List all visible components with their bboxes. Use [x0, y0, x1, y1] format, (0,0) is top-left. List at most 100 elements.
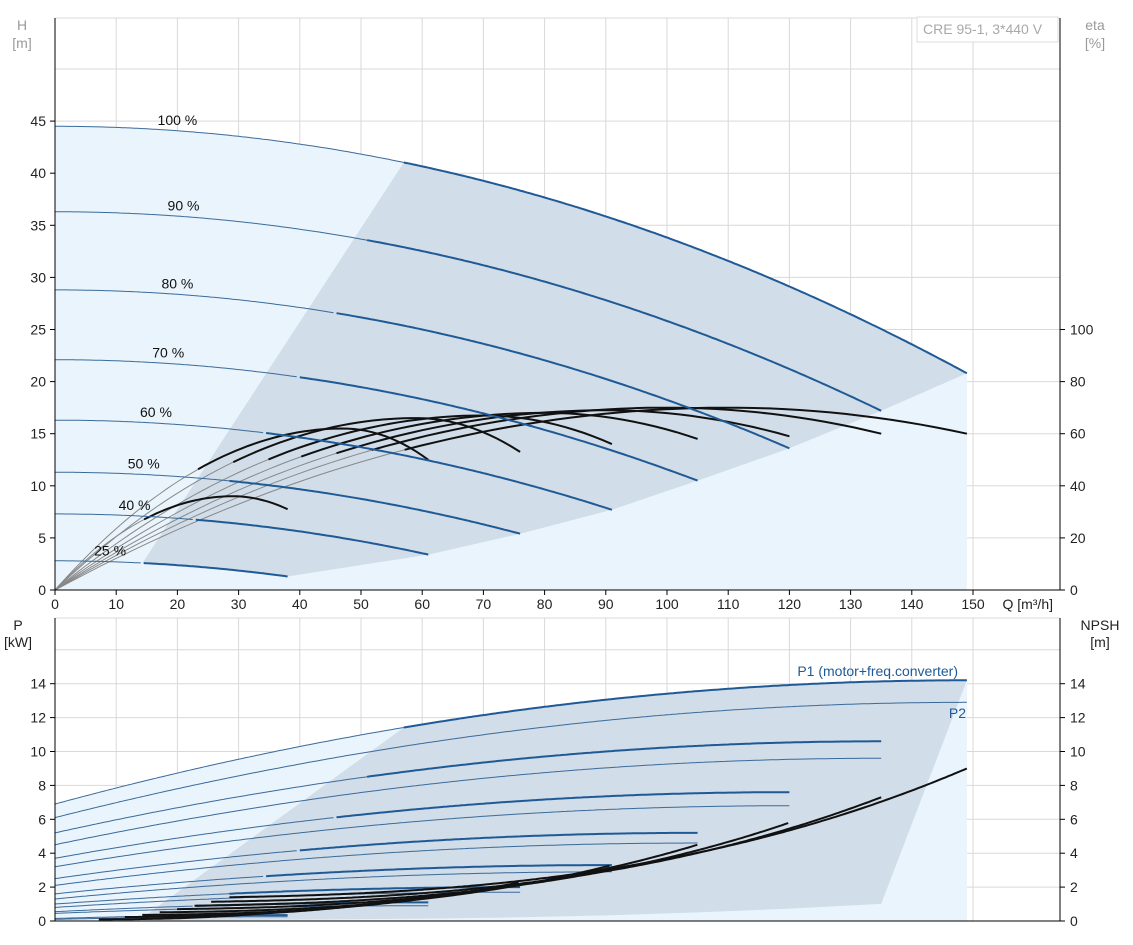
- eta-tick-label: 60: [1070, 426, 1086, 442]
- x-tick-label: 30: [231, 596, 247, 612]
- x-tick-label: 10: [108, 596, 124, 612]
- power-axis-unit: [kW]: [4, 634, 32, 650]
- labels: 100 %90 %80 %70 %60 %50 %40 %25 %0 10 20 30…: [30, 112, 1093, 929]
- h-tick-label: 15: [30, 426, 46, 442]
- legend-p2: P2: [949, 705, 966, 721]
- eta-axis-unit: [%]: [1085, 35, 1105, 51]
- p-tick-label: 10: [30, 744, 46, 760]
- h-tick-label: 10: [30, 478, 46, 494]
- axes: [50, 18, 1065, 922]
- x-tick-label: 110: [717, 596, 740, 612]
- npsh-tick-label: 4: [1070, 845, 1078, 861]
- speed-label: 60 %: [140, 404, 172, 420]
- head-curve-thin: [55, 211, 368, 241]
- p2-curve: [54, 805, 790, 868]
- npsh-tick-label: 10: [1070, 744, 1086, 760]
- p2-curve: [54, 701, 967, 819]
- head-curve-thin: [55, 513, 193, 520]
- eta-curve: [336, 409, 790, 455]
- eta-tick-label: 20: [1070, 530, 1086, 546]
- x-tick-label: 70: [476, 596, 492, 612]
- speed-label: 80 %: [161, 275, 193, 291]
- head-axis-unit: [m]: [12, 35, 31, 51]
- eta-curve: [268, 414, 613, 461]
- pump-label: CRE 95-1, 3*440 V: [923, 21, 1043, 37]
- power-operating-area: [142, 680, 967, 921]
- head-curve: [229, 479, 521, 535]
- npsh-axis-unit: [m]: [1090, 634, 1109, 650]
- npsh-tick-label: 8: [1070, 777, 1078, 793]
- eta-curve: [371, 406, 882, 452]
- head-curve: [265, 432, 613, 511]
- eta-axis-label: eta: [1085, 17, 1105, 33]
- npsh-axis-label: NPSH: [1081, 617, 1120, 633]
- npsh-tick-label: 12: [1070, 710, 1086, 726]
- p1-curve-thin: [54, 727, 404, 805]
- h-tick-label: 30: [30, 269, 46, 285]
- head-curve-thin: [55, 419, 264, 434]
- h-tick-label: 20: [30, 374, 46, 390]
- p1-curve-thin: [54, 905, 193, 913]
- p1-curve: [299, 831, 698, 852]
- curves: [54, 125, 968, 921]
- p-tick-label: 12: [30, 710, 46, 726]
- npsh-curve: [98, 910, 286, 921]
- p1-curve: [336, 791, 790, 819]
- eta-curve: [197, 427, 429, 471]
- x-tick-label: 140: [900, 596, 924, 612]
- h-tick-label: 40: [30, 165, 46, 181]
- operating-area-fill: [142, 162, 967, 577]
- eta-tick-label: 40: [1070, 478, 1086, 494]
- p-tick-label: 6: [38, 811, 46, 827]
- head-curve-thin: [55, 289, 334, 314]
- x-tick-label: 0: [51, 596, 59, 612]
- head-axis-label: H: [17, 17, 27, 33]
- head-curve: [336, 312, 790, 450]
- h-tick-label: 0: [38, 582, 46, 598]
- x-tick-label: 150: [961, 596, 985, 612]
- operating-area: [55, 126, 967, 921]
- head-curve-thin: [55, 359, 297, 378]
- head-curve-thin: [55, 560, 141, 564]
- x-tick-label: 60: [414, 596, 430, 612]
- p1-curve-thin: [54, 817, 334, 859]
- npsh-tick-label: 14: [1070, 676, 1086, 692]
- speed-label: 100 %: [158, 112, 198, 128]
- speed-label: 25 %: [94, 543, 126, 559]
- x-tick-label: 90: [598, 596, 614, 612]
- x-tick-label: 120: [778, 596, 802, 612]
- p1-curve-thin: [54, 875, 264, 895]
- head-curve: [403, 161, 968, 375]
- x-tick-label: 50: [353, 596, 369, 612]
- p-tick-label: 2: [38, 879, 46, 895]
- p-tick-label: 0: [38, 913, 46, 929]
- eta-curve: [232, 417, 521, 464]
- p-tick-label: 14: [30, 676, 46, 692]
- head-curve: [299, 376, 698, 482]
- speed-label: 90 %: [168, 198, 200, 214]
- flow-axis-label: Q [m³/h]: [1002, 596, 1053, 612]
- p2-curve: [54, 757, 882, 846]
- power-axis-label: P: [13, 617, 22, 633]
- p-tick-label: 8: [38, 777, 46, 793]
- p2-curve: [54, 871, 612, 900]
- eta-tick-label: 0: [1070, 582, 1078, 598]
- speed-label: 40 %: [119, 497, 151, 513]
- p1-curve: [403, 679, 967, 729]
- npsh-tick-label: 0: [1070, 913, 1078, 929]
- pump-label-box: [916, 16, 1059, 43]
- head-curve: [366, 239, 882, 412]
- eta-curve: [300, 411, 698, 458]
- h-tick-label: 45: [30, 113, 46, 129]
- p1-curve: [266, 864, 612, 878]
- head-curve-thin: [55, 471, 230, 482]
- eta-tick-label: 100: [1070, 322, 1094, 338]
- x-tick-label: 20: [170, 596, 186, 612]
- p-tick-label: 4: [38, 845, 46, 861]
- p1-curve: [366, 740, 882, 778]
- x-tick-label: 130: [839, 596, 863, 612]
- head-curve: [195, 518, 429, 556]
- speed-label: 70 %: [152, 344, 184, 360]
- p2-curve: [54, 842, 698, 886]
